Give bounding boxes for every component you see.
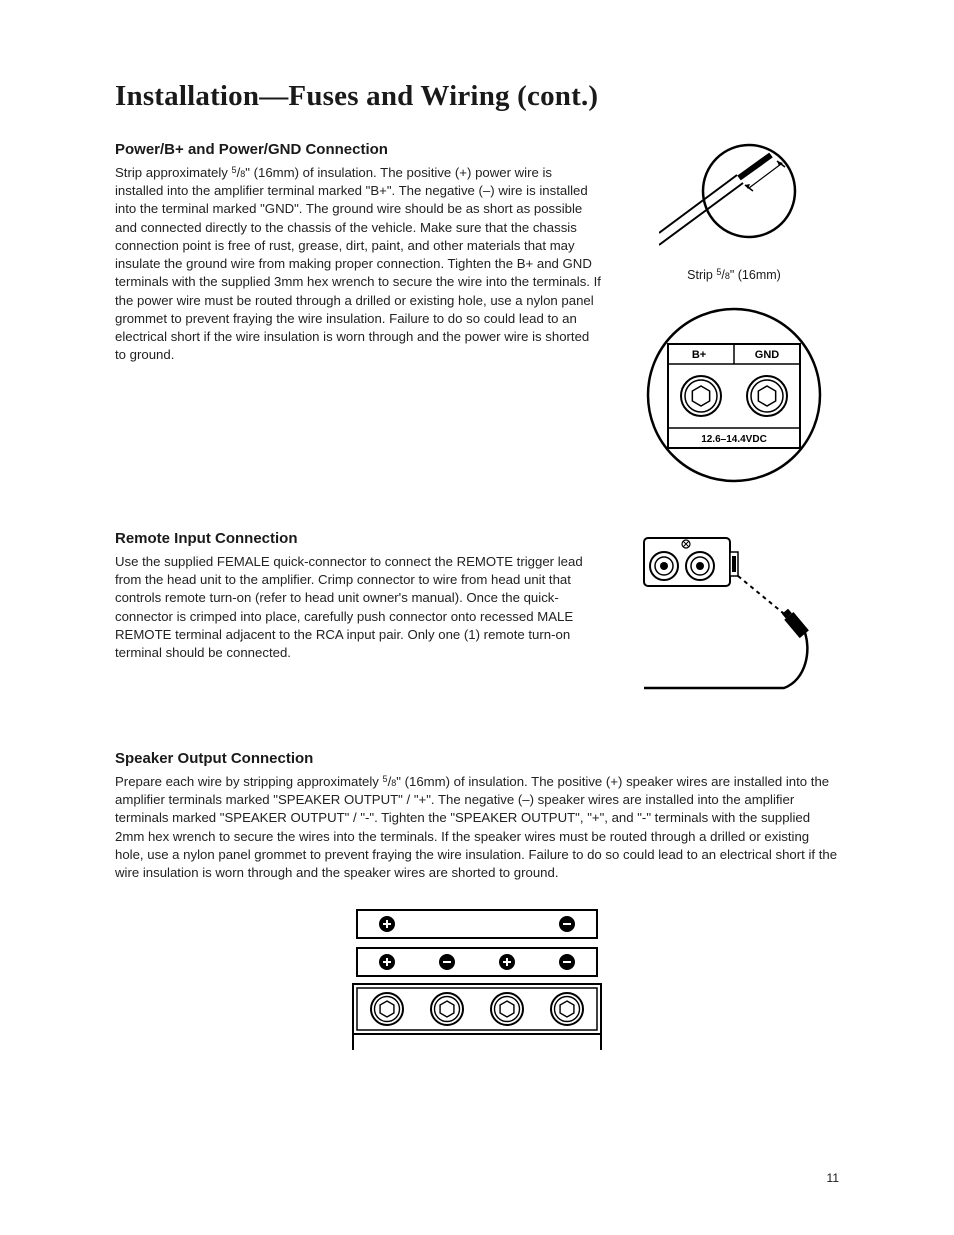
section-remote-body: Use the supplied FEMALE quick-connector … <box>115 553 601 662</box>
section-speaker: Speaker Output Connection Prepare each w… <box>115 750 839 1050</box>
page-title: Installation—Fuses and Wiring (cont.) <box>115 80 839 113</box>
strip-caption: Strip 5/8" (16mm) <box>687 267 781 282</box>
body1a: Strip approximately <box>115 165 232 180</box>
label-gnd: GND <box>755 349 780 361</box>
page-number: 11 <box>827 1171 839 1185</box>
polarity-plus-icon <box>499 954 515 970</box>
section-power-heading: Power/B+ and Power/GND Connection <box>115 141 601 158</box>
label-voltage: 12.6–14.4VDC <box>701 434 767 445</box>
section-remote: Remote Input Connection Use the supplied… <box>115 530 839 710</box>
polarity-minus-icon <box>559 954 575 970</box>
wire-strip-diagram <box>659 141 809 261</box>
section-power-body: Strip approximately 5/8" (16mm) of insul… <box>115 164 601 364</box>
section-power: Power/B+ and Power/GND Connection Strip … <box>115 141 839 490</box>
polarity-minus-icon <box>559 916 575 932</box>
polarity-plus-icon <box>379 916 395 932</box>
frac-sup: 5 <box>232 165 237 175</box>
remote-connector-diagram <box>634 530 834 710</box>
section-speaker-heading: Speaker Output Connection <box>115 750 839 767</box>
body1b: " (16mm) of insulation. The positive (+)… <box>115 165 601 362</box>
polarity-minus-icon <box>439 954 455 970</box>
label-bplus: B+ <box>692 349 706 361</box>
section-remote-heading: Remote Input Connection <box>115 530 601 547</box>
speaker-output-diagram <box>337 900 617 1050</box>
polarity-plus-icon <box>379 954 395 970</box>
power-terminal-diagram: B+ GND 12.6–14.4VDC <box>644 300 824 490</box>
section-speaker-body: Prepare each wire by stripping approxima… <box>115 773 839 882</box>
